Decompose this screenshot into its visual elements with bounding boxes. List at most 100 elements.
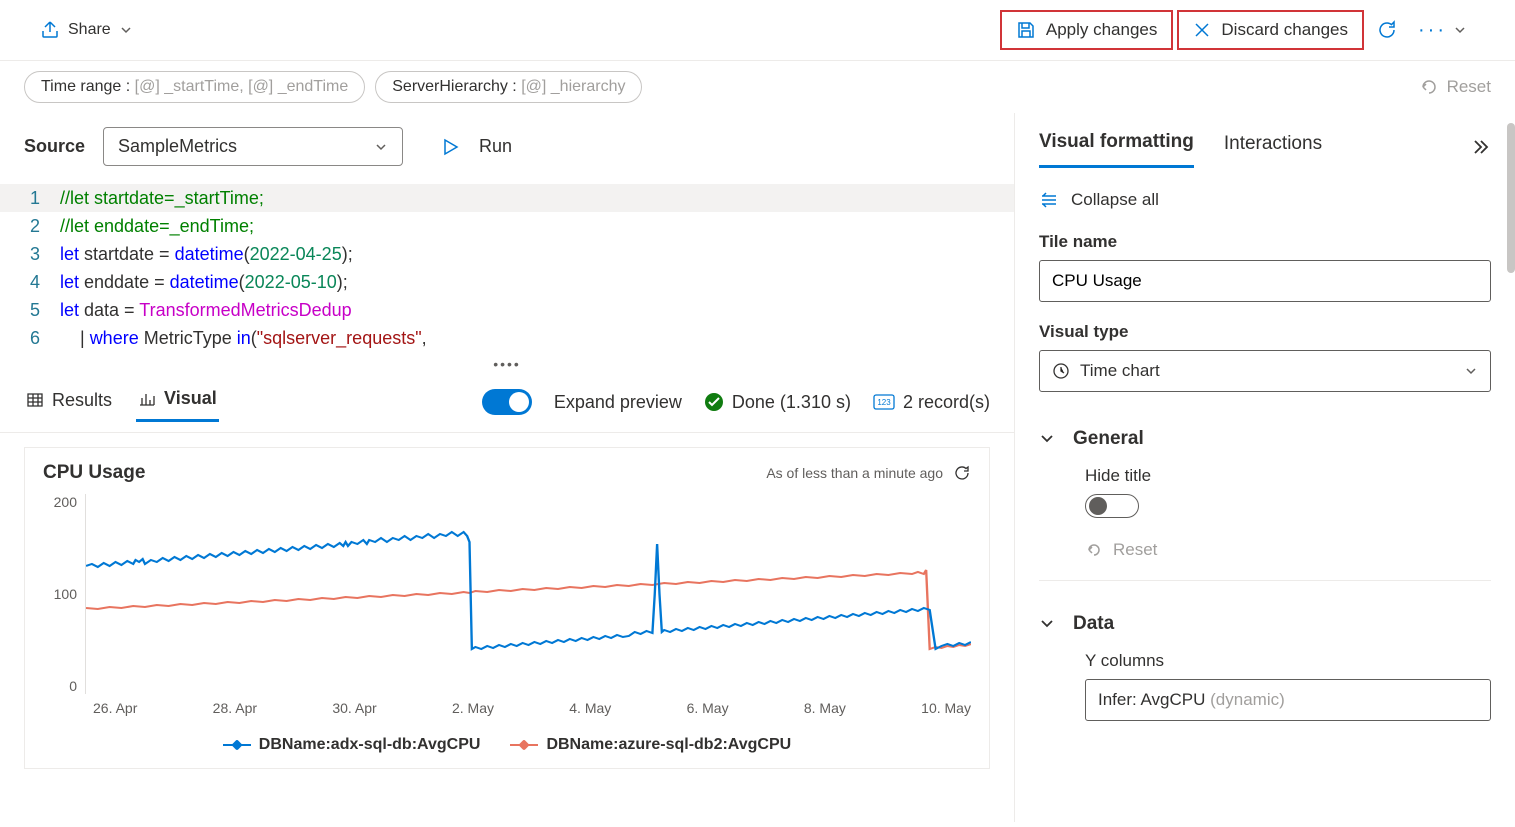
apply-frame: Apply changes [1000, 10, 1174, 50]
collapse-label: Collapse all [1071, 190, 1159, 210]
visual-type-select[interactable]: Time chart [1039, 350, 1491, 392]
resize-grip[interactable]: •••• [0, 356, 1014, 372]
chart-timestamp: As of less than a minute ago [766, 464, 971, 482]
table-icon [26, 391, 44, 409]
tab-interactions[interactable]: Interactions [1224, 133, 1322, 167]
swatch-icon [223, 744, 251, 746]
apply-button[interactable]: Apply changes [1012, 14, 1162, 46]
x-tick: 26. Apr [93, 700, 137, 716]
code-editor[interactable]: 1//let startdate=_startTime; 2//let endd… [0, 180, 1014, 356]
chevron-down-icon [1464, 364, 1478, 378]
chart-card: CPU Usage As of less than a minute ago 2… [24, 447, 990, 769]
divider [1039, 580, 1491, 581]
share-label: Share [68, 21, 111, 39]
server-value: [@] _hierarchy [521, 78, 625, 95]
tile-name-label: Tile name [1039, 232, 1491, 252]
refresh-icon[interactable] [953, 464, 971, 482]
status-done: Done (1.310 s) [704, 392, 851, 413]
tab-results-label: Results [52, 390, 112, 411]
ycols-dynamic: (dynamic) [1210, 690, 1285, 709]
legend-label: DBName:adx-sql-db:AvgCPU [259, 736, 481, 754]
source-select[interactable]: SampleMetrics [103, 127, 403, 166]
ycols-select[interactable]: Infer: AvgCPU (dynamic) [1085, 679, 1491, 721]
tab-visual-formatting[interactable]: Visual formatting [1039, 131, 1194, 168]
chevron-down-icon [1039, 616, 1055, 632]
chart-plot [85, 494, 971, 694]
share-button[interactable]: Share [40, 20, 133, 40]
collapse-icon [1039, 190, 1059, 210]
section-general[interactable]: General [1039, 428, 1491, 450]
legend-item[interactable]: DBName:adx-sql-db:AvgCPU [223, 736, 481, 754]
section-label: Data [1073, 613, 1114, 635]
hide-title-label: Hide title [1085, 466, 1491, 486]
collapse-all-button[interactable]: Collapse all [1039, 190, 1491, 210]
reset-label: Reset [1447, 77, 1491, 97]
x-tick: 8. May [804, 700, 846, 716]
save-icon [1016, 20, 1036, 40]
reset-general-button[interactable]: Reset [1085, 540, 1491, 560]
ycols-label: Y columns [1085, 651, 1491, 671]
filter-row: Time range : [@] _startTime, [@] _endTim… [0, 61, 1515, 113]
share-icon [40, 20, 60, 40]
undo-icon [1419, 77, 1439, 97]
tab-visual[interactable]: Visual [136, 382, 219, 422]
y-tick: 100 [54, 586, 77, 602]
discard-button[interactable]: Discard changes [1189, 14, 1352, 46]
chevrons-right-icon [1469, 136, 1491, 158]
count-icon: 123 [873, 394, 895, 410]
time-range-pill[interactable]: Time range : [@] _startTime, [@] _endTim… [24, 71, 365, 103]
legend-item[interactable]: DBName:azure-sql-db2:AvgCPU [510, 736, 791, 754]
x-axis: 26. Apr 28. Apr 30. Apr 2. May 4. May 6.… [43, 700, 971, 716]
x-tick: 4. May [569, 700, 611, 716]
chart-icon [138, 390, 156, 408]
ycols-value: Infer: AvgCPU [1098, 690, 1210, 709]
svg-text:123: 123 [877, 398, 891, 407]
expand-panel-button[interactable] [1469, 136, 1491, 164]
undo-icon [1085, 541, 1103, 559]
server-label: ServerHierarchy : [392, 78, 516, 95]
check-circle-icon [704, 392, 724, 412]
tile-name-input[interactable] [1039, 260, 1491, 302]
server-pill[interactable]: ServerHierarchy : [@] _hierarchy [375, 71, 642, 103]
time-range-label: Time range : [41, 78, 130, 95]
visual-type-label: Visual type [1039, 322, 1491, 342]
hide-title-switch[interactable] [1085, 494, 1139, 518]
format-panel: Visual formatting Interactions Collapse … [1015, 113, 1515, 822]
close-icon [1193, 21, 1211, 39]
x-tick: 30. Apr [332, 700, 376, 716]
discard-label: Discard changes [1221, 20, 1348, 40]
y-axis: 200 100 0 [43, 494, 85, 694]
apply-label: Apply changes [1046, 20, 1158, 40]
tab-visual-label: Visual [164, 388, 217, 409]
time-range-value: [@] _startTime, [@] _endTime [135, 78, 349, 95]
chevron-down-icon [119, 23, 133, 37]
source-label: Source [24, 136, 85, 157]
records-label: 2 record(s) [903, 392, 990, 413]
refresh-button[interactable] [1368, 15, 1406, 45]
more-button[interactable]: ··· [1410, 15, 1475, 46]
section-data[interactable]: Data [1039, 613, 1491, 635]
tab-results[interactable]: Results [24, 384, 114, 421]
run-label: Run [479, 136, 512, 157]
chevron-down-icon [1453, 23, 1467, 37]
source-row: Source SampleMetrics Run [0, 113, 1014, 180]
chart-title: CPU Usage [43, 462, 145, 484]
expand-label: Expand preview [554, 392, 682, 413]
chart-legend: DBName:adx-sql-db:AvgCPU DBName:azure-sq… [43, 736, 971, 754]
y-tick: 0 [69, 678, 77, 694]
x-tick: 10. May [921, 700, 971, 716]
swatch-icon [510, 744, 538, 746]
scrollbar[interactable] [1507, 123, 1515, 273]
filter-pills: Time range : [@] _startTime, [@] _endTim… [24, 71, 642, 103]
expand-toggle[interactable] [482, 389, 532, 415]
x-tick: 28. Apr [213, 700, 257, 716]
reset-filters-button[interactable]: Reset [1419, 77, 1491, 97]
run-button[interactable]: Run [421, 136, 512, 157]
visual-type-value: Time chart [1080, 361, 1160, 381]
refresh-icon [1376, 19, 1398, 41]
chevron-down-icon [374, 140, 388, 154]
y-tick: 200 [54, 494, 77, 510]
x-tick: 6. May [687, 700, 729, 716]
top-actions: Apply changes Discard changes ··· [1000, 10, 1475, 50]
result-tabs: Results Visual Expand preview Done (1.31… [0, 372, 1014, 433]
